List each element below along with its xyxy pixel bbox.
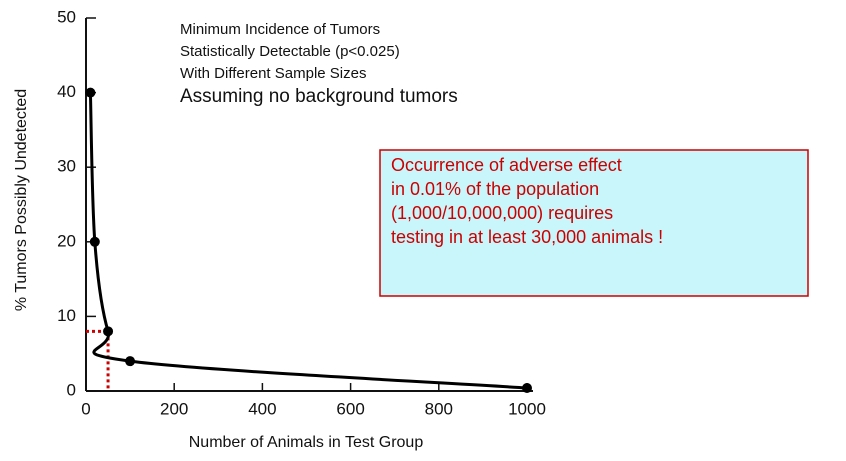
x-axis-label: Number of Animals in Test Group [189, 434, 424, 451]
annotation-box [379, 149, 809, 297]
point [85, 87, 96, 98]
annotation-line: (1,000/10,000,000) requires [391, 203, 613, 223]
x-tick-label: 200 [160, 399, 188, 418]
subtitle: Assuming no background tumors [180, 86, 458, 107]
x-tick-label: 0 [81, 399, 90, 418]
annotation-line: testing in at least 30,000 animals ! [391, 227, 663, 247]
title-line: Minimum Incidence of Tumors [180, 21, 380, 38]
annotation-line: Occurrence of adverse effect [391, 155, 622, 175]
x-tick-label: 600 [336, 399, 364, 418]
point [522, 383, 532, 394]
x-tick-label: 400 [248, 399, 276, 418]
point [125, 356, 136, 367]
y-tick-label: 50 [57, 7, 76, 26]
title-line: Statistically Detectable (p<0.025) [180, 43, 400, 60]
point [89, 236, 100, 247]
y-tick-label: 30 [57, 157, 76, 176]
x-tick-label: 1000 [508, 399, 546, 418]
annotation-line: in 0.01% of the population [391, 179, 599, 199]
x-tick-label: 800 [425, 399, 453, 418]
y-tick-label: 10 [57, 306, 76, 325]
line [88, 92, 528, 390]
y-axis-label: % Tumors Possibly Undetected [13, 89, 30, 311]
y-tick-label: 20 [57, 231, 76, 250]
title-line: With Different Sample Sizes [180, 65, 366, 82]
y-tick-label: 40 [57, 82, 76, 101]
point [103, 326, 114, 337]
y-tick-label: 0 [67, 380, 76, 399]
